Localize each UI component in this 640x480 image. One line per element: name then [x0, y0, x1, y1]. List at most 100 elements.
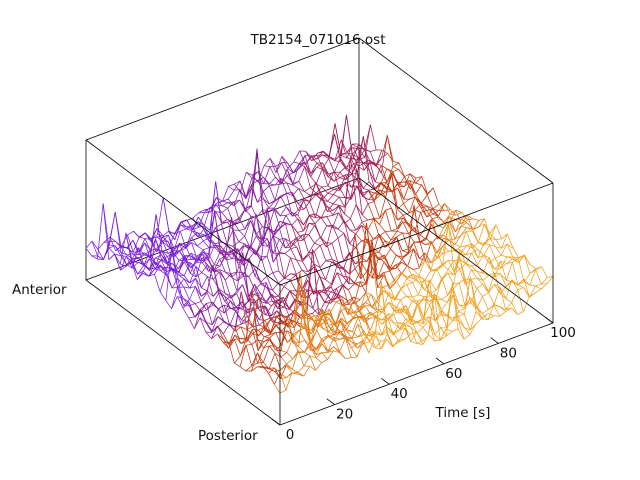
surface-segment: [409, 196, 416, 200]
surface-segment: [489, 238, 496, 240]
surface-segment: [292, 181, 299, 186]
surface-segment: [402, 221, 409, 234]
surface-segment: [315, 197, 322, 218]
surface-segment: [339, 352, 346, 359]
surface-segment: [132, 253, 139, 256]
surface-segment: [293, 329, 300, 335]
surface-segment: [138, 232, 146, 238]
surface-segment: [320, 205, 328, 219]
surface-segment: [280, 178, 287, 194]
surface-segment: [269, 332, 276, 338]
surface-segment: [403, 183, 411, 200]
surface-segment: [334, 333, 341, 336]
surface-segment: [223, 333, 230, 345]
surface-segment: [352, 331, 359, 338]
surface-segment: [268, 209, 275, 212]
surface-segment: [499, 306, 506, 312]
surface-segment: [353, 311, 360, 313]
surface-segment: [256, 209, 263, 218]
surface-segment: [301, 289, 308, 292]
surface-segment: [418, 276, 425, 291]
surface-segment: [410, 331, 417, 335]
surface-segment: [293, 272, 301, 312]
surface-segment: [209, 181, 217, 239]
surface-segment: [340, 317, 348, 324]
surface-segment: [373, 218, 380, 237]
surface-segment: [268, 373, 275, 385]
surface-segment: [345, 181, 352, 188]
surface-segment: [268, 353, 276, 369]
surface-segment: [464, 276, 471, 315]
surface-segment: [397, 182, 405, 200]
surface-segment: [290, 242, 297, 248]
surface-segment: [328, 322, 335, 333]
surface-segment: [337, 220, 345, 230]
surface-segment: [268, 367, 275, 369]
surface-segment: [314, 236, 321, 244]
surface-segment: [331, 243, 339, 263]
surface-segment: [312, 291, 320, 309]
surface-segment: [133, 230, 140, 238]
box-edge-right-top: [358, 37, 554, 184]
surface-segment: [338, 196, 346, 208]
surface-segment: [444, 209, 451, 212]
surface-segment: [518, 254, 525, 260]
surface-segment: [279, 228, 286, 249]
surface-segment: [400, 278, 408, 290]
surface-segment: [297, 350, 305, 367]
surface-segment: [360, 271, 368, 280]
surface-segment: [242, 284, 249, 302]
surface-segment: [321, 185, 329, 188]
surface-segment: [322, 328, 330, 333]
surface-segment: [339, 181, 346, 188]
surface-segment: [458, 304, 465, 309]
surface-segment: [312, 307, 319, 314]
surface-segment: [449, 213, 457, 216]
surface-segment: [258, 294, 265, 331]
surface-segment: [148, 268, 155, 277]
surface-segment: [442, 251, 449, 255]
surface-segment: [494, 260, 502, 270]
surface-segment: [327, 189, 334, 194]
surface-segment: [272, 234, 280, 271]
surface-segment: [541, 266, 548, 278]
surface-segment: [432, 208, 439, 211]
surface-segment: [352, 147, 360, 150]
surface-segment: [343, 233, 350, 255]
surface-segment: [304, 191, 311, 196]
surface-segment: [229, 323, 236, 328]
surface-segment: [483, 242, 490, 246]
surface-segment: [350, 178, 358, 188]
surface-segment: [261, 237, 268, 247]
surface-segment: [355, 204, 363, 223]
surface-segment: [240, 291, 248, 316]
surface-segment: [439, 328, 447, 341]
surface-segment: [322, 150, 330, 157]
surface-segment: [493, 304, 500, 317]
surface-segment: [203, 207, 211, 227]
surface-segment: [448, 224, 455, 273]
surface-segment: [363, 331, 370, 341]
surface-segment: [460, 227, 468, 236]
surface-segment: [315, 186, 323, 194]
surface-segment: [383, 254, 391, 270]
surface-segment: [353, 300, 360, 312]
surface-segment: [313, 245, 321, 252]
surface-segment: [280, 365, 287, 371]
surface-segment: [177, 296, 184, 299]
surface-segment: [345, 337, 352, 358]
surface-segment: [395, 264, 402, 275]
surface-segment: [517, 278, 525, 286]
surface-segment: [457, 319, 465, 328]
surface-segment: [336, 288, 343, 306]
surface-segment: [238, 209, 246, 219]
surface-segment: [321, 359, 328, 363]
surface-segment: [280, 193, 287, 197]
surface-segment: [482, 292, 489, 297]
surface-segment: [293, 168, 300, 173]
surface-segment: [403, 198, 410, 204]
surface-wireframe: [85, 114, 554, 394]
surface-segment: [242, 252, 249, 301]
surface-segment: [482, 296, 489, 310]
surface-segment: [259, 297, 267, 302]
